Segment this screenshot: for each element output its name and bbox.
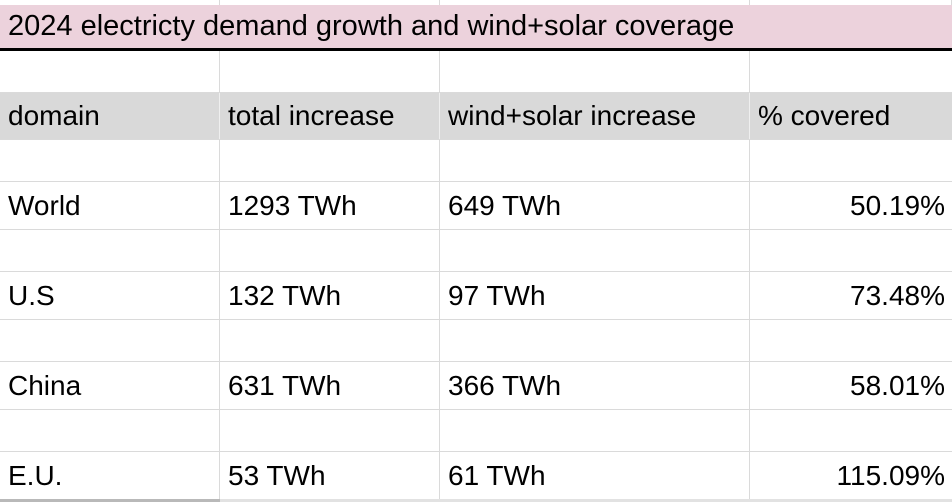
column-header-row: domain total increase wind+solar increas… <box>0 93 952 140</box>
cell-wind-solar-increase[interactable]: 61 TWh <box>440 452 750 499</box>
empty-cell[interactable] <box>0 230 220 271</box>
bottom-gridline-strip <box>0 499 952 502</box>
cell-total-increase[interactable]: 1293 TWh <box>220 182 440 229</box>
empty-cell[interactable] <box>0 51 220 92</box>
cell-wind-solar-increase[interactable]: 649 TWh <box>440 182 750 229</box>
cell-pct-covered[interactable]: 58.01% <box>850 369 945 401</box>
table-row-china: China 631 TWh 366 TWh 58.01% <box>0 362 952 410</box>
column-header-total-increase[interactable]: total increase <box>220 93 440 139</box>
cell-pct-covered[interactable]: 50.19% <box>850 189 945 221</box>
empty-cell[interactable] <box>220 320 440 361</box>
cell-pct-covered[interactable]: 73.48% <box>850 279 945 311</box>
empty-cell[interactable] <box>440 320 750 361</box>
empty-cell[interactable] <box>750 410 952 451</box>
cell-wind-solar-increase[interactable]: 97 TWh <box>440 272 750 319</box>
cell-domain[interactable]: World <box>0 182 220 229</box>
empty-cell[interactable] <box>0 410 220 451</box>
blank-row <box>0 410 952 452</box>
empty-cell[interactable] <box>750 320 952 361</box>
empty-cell[interactable] <box>0 320 220 361</box>
empty-cell[interactable] <box>750 230 952 271</box>
empty-cell[interactable] <box>220 410 440 451</box>
empty-cell[interactable] <box>220 51 440 92</box>
cell-domain[interactable]: China <box>0 362 220 409</box>
cell-domain[interactable]: E.U. <box>0 452 220 499</box>
cell-total-increase[interactable]: 132 TWh <box>220 272 440 319</box>
sheet-title-cell[interactable]: 2024 electricty demand growth and wind+s… <box>8 10 735 42</box>
cell-domain[interactable]: U.S <box>0 272 220 319</box>
column-header-domain[interactable]: domain <box>0 93 220 139</box>
table-row-us: U.S 132 TWh 97 TWh 73.48% <box>0 272 952 320</box>
column-header-pct-covered[interactable]: % covered <box>758 100 891 131</box>
empty-cell[interactable] <box>440 410 750 451</box>
blank-row <box>0 230 952 272</box>
spacer-cell <box>440 0 750 5</box>
blank-row <box>0 140 952 182</box>
empty-cell[interactable] <box>750 51 952 92</box>
empty-cell[interactable] <box>220 230 440 271</box>
empty-cell[interactable] <box>440 51 750 92</box>
title-row: 2024 electricty demand growth and wind+s… <box>0 5 952 51</box>
cell-pct-covered[interactable]: 115.09% <box>836 459 945 491</box>
column-header-wind-solar-increase[interactable]: wind+solar increase <box>440 93 750 139</box>
table-row-world: World 1293 TWh 649 TWh 50.19% <box>0 182 952 230</box>
blank-row <box>0 320 952 362</box>
cell-total-increase[interactable]: 53 TWh <box>220 452 440 499</box>
cell-wind-solar-increase[interactable]: 366 TWh <box>440 362 750 409</box>
empty-cell[interactable] <box>750 140 952 181</box>
bottom-border-light-segment <box>220 499 952 502</box>
empty-cell[interactable] <box>0 140 220 181</box>
spacer-cell <box>220 0 440 5</box>
empty-cell[interactable] <box>440 230 750 271</box>
empty-cell[interactable] <box>220 140 440 181</box>
bottom-border-dark-segment <box>0 499 220 502</box>
spacer-cell <box>0 0 220 5</box>
cell-total-increase[interactable]: 631 TWh <box>220 362 440 409</box>
blank-row <box>0 51 952 93</box>
table-row-eu: E.U. 53 TWh 61 TWh 115.09% <box>0 452 952 499</box>
empty-cell[interactable] <box>440 140 750 181</box>
